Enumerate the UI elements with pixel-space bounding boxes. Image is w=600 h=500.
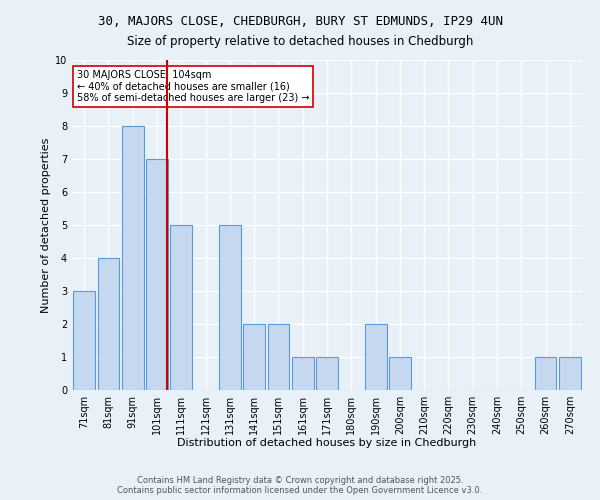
Bar — [73, 291, 95, 390]
Bar — [316, 357, 338, 390]
Bar — [97, 258, 119, 390]
Bar — [365, 324, 386, 390]
Bar — [559, 357, 581, 390]
Bar — [292, 357, 314, 390]
Bar — [122, 126, 143, 390]
Bar — [243, 324, 265, 390]
Text: Size of property relative to detached houses in Chedburgh: Size of property relative to detached ho… — [127, 35, 473, 48]
Bar — [535, 357, 556, 390]
Y-axis label: Number of detached properties: Number of detached properties — [41, 138, 51, 312]
Bar — [170, 225, 192, 390]
Text: Contains HM Land Registry data © Crown copyright and database right 2025.
Contai: Contains HM Land Registry data © Crown c… — [118, 476, 482, 495]
Bar — [268, 324, 289, 390]
Bar — [146, 159, 168, 390]
Text: 30, MAJORS CLOSE, CHEDBURGH, BURY ST EDMUNDS, IP29 4UN: 30, MAJORS CLOSE, CHEDBURGH, BURY ST EDM… — [97, 15, 503, 28]
Bar — [389, 357, 411, 390]
Text: 30 MAJORS CLOSE: 104sqm
← 40% of detached houses are smaller (16)
58% of semi-de: 30 MAJORS CLOSE: 104sqm ← 40% of detache… — [77, 70, 310, 103]
X-axis label: Distribution of detached houses by size in Chedburgh: Distribution of detached houses by size … — [178, 438, 476, 448]
Bar — [219, 225, 241, 390]
